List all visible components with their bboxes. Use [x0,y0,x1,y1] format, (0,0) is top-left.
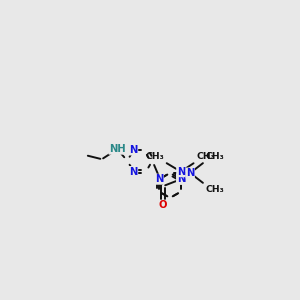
Text: N: N [155,174,164,184]
Text: CH₃: CH₃ [206,185,224,194]
Text: CH₃: CH₃ [206,152,224,161]
Text: CH₃: CH₃ [196,152,215,161]
Text: N: N [129,145,138,155]
Text: NH: NH [109,144,126,154]
Text: N: N [129,167,138,176]
Text: N: N [177,167,185,177]
Text: O: O [159,200,167,210]
Text: CH₃: CH₃ [145,152,164,161]
Text: N: N [177,174,185,184]
Text: N: N [186,168,194,178]
Text: N: N [177,174,185,184]
